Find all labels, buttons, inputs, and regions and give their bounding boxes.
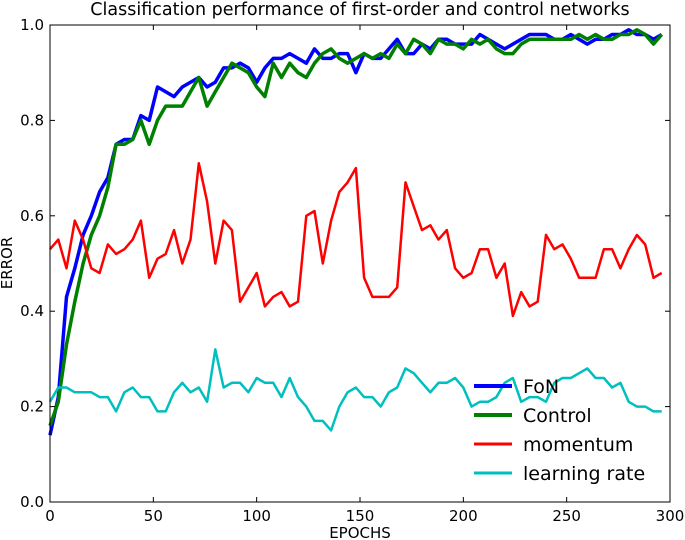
x-tick-label: 100	[242, 507, 271, 525]
y-tick-label: 0.4	[20, 302, 44, 320]
x-tick-label: 250	[552, 507, 581, 525]
y-tick-label: 1.0	[20, 16, 44, 34]
x-tick-label: 300	[656, 507, 685, 525]
legend-label-fon: FoN	[523, 376, 559, 398]
x-tick-label: 0	[45, 507, 55, 525]
chart-title: Classification performance of first-orde…	[90, 0, 629, 20]
x-tick-label: 200	[449, 507, 478, 525]
y-tick-label: 0.6	[20, 207, 44, 225]
x-tick-label: 50	[144, 507, 163, 525]
y-tick-label: 0.8	[20, 111, 44, 129]
legend-label-control: Control	[523, 405, 592, 427]
legend: FoN Control momentum learning rate	[474, 376, 645, 485]
legend-label-momentum: momentum	[523, 434, 633, 456]
y-tick-label: 0.0	[20, 493, 44, 511]
series-layer	[48, 28, 664, 436]
legend-label-learning-rate: learning rate	[523, 463, 645, 485]
y-axis-label: ERROR	[0, 237, 16, 290]
y-tick-label: 0.2	[20, 398, 44, 416]
series-line-control	[48, 28, 664, 427]
x-axis-label: EPOCHS	[329, 524, 391, 540]
series-line-momentum	[49, 162, 663, 318]
x-tick-label: 150	[346, 507, 375, 525]
series-line-learning-rate	[48, 348, 662, 432]
ticks-layer: 0 50 100 150 200 250 300 0.0 0.2 0.4 0.6 0.8 1.0	[20, 16, 684, 525]
plot-frame	[49, 24, 671, 503]
